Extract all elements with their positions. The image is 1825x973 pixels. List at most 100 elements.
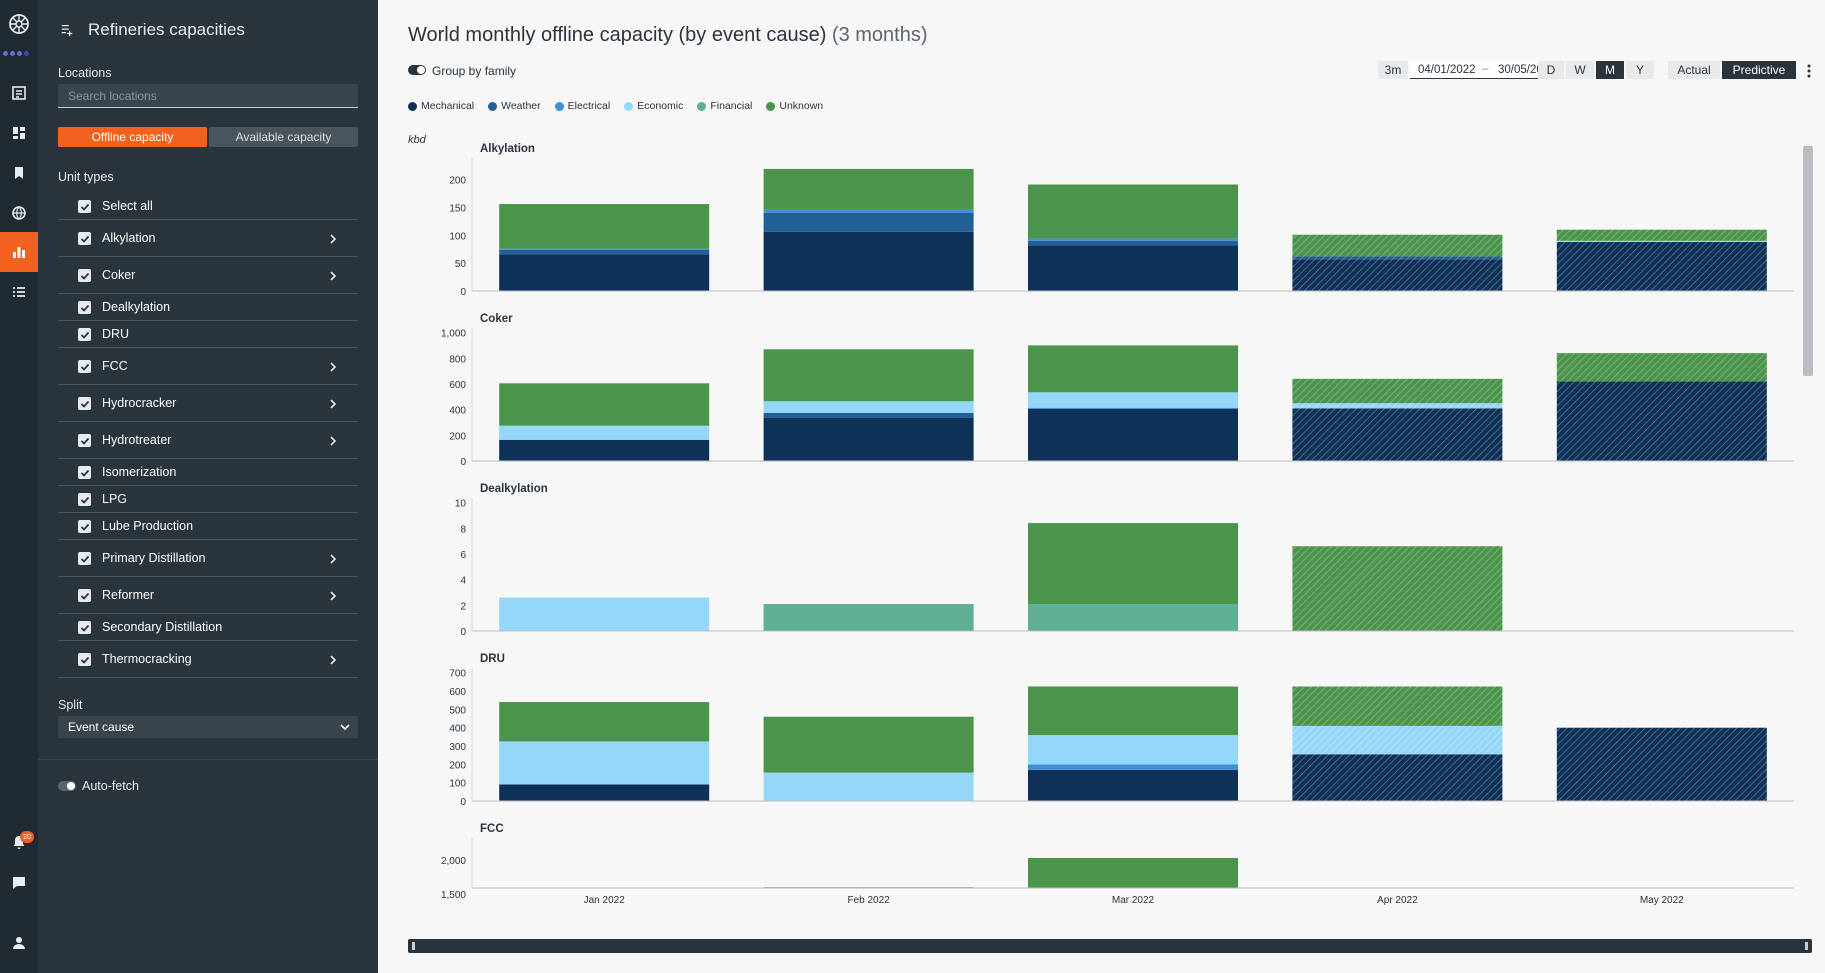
bar-coker-1-weather[interactable] (763, 412, 974, 418)
user-icon[interactable] (0, 923, 38, 963)
bar-alkylation-1-mechanical[interactable] (763, 231, 974, 291)
checkbox[interactable] (78, 621, 91, 634)
bar-fcc-2-unknown[interactable] (1028, 857, 1238, 888)
bar-dru-1-unknown[interactable] (763, 716, 974, 773)
bar-coker-2-mechanical[interactable] (1028, 408, 1238, 461)
bar-coker-0-mechanical[interactable] (499, 439, 710, 461)
chevron-right-icon[interactable] (328, 271, 338, 281)
bar-coker-4-unknown[interactable] (1556, 353, 1767, 382)
bar-dealkylation-0-economic[interactable] (499, 597, 710, 631)
bar-dru-2-economic[interactable] (1028, 735, 1238, 765)
split-select[interactable]: Event cause (58, 716, 358, 738)
bar-chart-icon[interactable] (0, 232, 38, 272)
date-from[interactable]: 04/01/2022 (1418, 64, 1476, 76)
checkbox[interactable] (78, 269, 91, 282)
bar-coker-1-economic[interactable] (763, 401, 974, 413)
bar-alkylation-2-electrical[interactable] (1028, 238, 1238, 241)
checkbox[interactable] (78, 301, 91, 314)
checkbox[interactable] (78, 552, 91, 565)
checkbox[interactable] (78, 466, 91, 479)
checkbox[interactable] (78, 328, 91, 341)
unit-row-lube-production[interactable]: Lube Production (58, 513, 358, 540)
chart-horizontal-scrollbar[interactable] (408, 939, 1812, 953)
unit-row-hydrotreater[interactable]: Hydrotreater (58, 422, 358, 459)
unit-row-hydrocracker[interactable]: Hydrocracker (58, 385, 358, 422)
bar-alkylation-0-weather[interactable] (499, 249, 710, 255)
unit-row-fcc[interactable]: FCC (58, 348, 358, 385)
bar-dru-0-mechanical[interactable] (499, 784, 710, 801)
chevron-right-icon[interactable] (328, 436, 338, 446)
checkbox[interactable] (78, 397, 91, 410)
bar-dru-1-economic[interactable] (763, 772, 974, 801)
unit-row-dealkylation[interactable]: Dealkylation (58, 294, 358, 321)
bar-alkylation-2-unknown[interactable] (1028, 184, 1238, 239)
bar-dealkylation-2-financial[interactable] (1028, 604, 1238, 631)
chevron-right-icon[interactable] (328, 399, 338, 409)
checkbox[interactable] (78, 493, 91, 506)
bar-dru-3-unknown[interactable] (1292, 686, 1503, 726)
bar-dru-3-mechanical[interactable] (1292, 754, 1503, 801)
bar-alkylation-2-weather[interactable] (1028, 240, 1238, 246)
bar-dealkylation-1-financial[interactable] (763, 604, 974, 631)
bar-coker-1-unknown[interactable] (763, 349, 974, 402)
chevron-right-icon[interactable] (328, 655, 338, 665)
offline-capacity-toggle[interactable]: Offline capacity (58, 127, 207, 147)
unit-row-select-all[interactable]: Select all (58, 193, 358, 220)
chevron-right-icon[interactable] (328, 234, 338, 244)
bar-dru-3-economic[interactable] (1292, 725, 1503, 755)
legend-item-unknown[interactable]: Unknown (766, 100, 823, 112)
checkbox[interactable] (78, 360, 91, 373)
bookmark-icon[interactable] (0, 153, 38, 193)
unit-row-lpg[interactable]: LPG (58, 486, 358, 513)
checkbox[interactable] (78, 589, 91, 602)
bar-alkylation-1-electrical[interactable] (763, 209, 974, 213)
bar-coker-0-economic[interactable] (499, 425, 710, 440)
bar-alkylation-3-mechanical[interactable] (1292, 259, 1503, 291)
bar-coker-2-economic[interactable] (1028, 392, 1238, 408)
range-3m-button[interactable]: 3m (1378, 61, 1408, 79)
bar-dru-2-unknown[interactable] (1028, 686, 1238, 736)
legend-item-electrical[interactable]: Electrical (554, 100, 610, 112)
bar-coker-3-mechanical[interactable] (1292, 408, 1503, 461)
list-icon[interactable] (0, 272, 38, 312)
bar-alkylation-4-unknown[interactable] (1556, 229, 1767, 241)
chevron-right-icon[interactable] (328, 591, 338, 601)
period-month-button[interactable]: M (1596, 61, 1624, 79)
bar-coker-3-unknown[interactable] (1292, 378, 1503, 404)
legend-item-economic[interactable]: Economic (624, 100, 683, 112)
period-week-button[interactable]: W (1566, 61, 1594, 79)
app-logo-icon[interactable] (0, 4, 38, 44)
unit-row-reformer[interactable]: Reformer (58, 577, 358, 614)
bar-dealkylation-3-unknown[interactable] (1292, 546, 1503, 631)
legend-item-mechanical[interactable]: Mechanical (408, 100, 474, 112)
bar-dru-4-mechanical[interactable] (1556, 727, 1767, 801)
available-capacity-toggle[interactable]: Available capacity (209, 127, 358, 147)
search-locations-input[interactable] (58, 84, 358, 108)
checkbox[interactable] (78, 520, 91, 533)
unit-row-thermocracking[interactable]: Thermocracking (58, 641, 358, 678)
bar-coker-3-economic[interactable] (1292, 403, 1503, 409)
bar-coker-0-unknown[interactable] (499, 383, 710, 426)
checkbox[interactable] (78, 200, 91, 213)
bar-alkylation-4-economic[interactable] (1556, 240, 1767, 242)
unit-row-alkylation[interactable]: Alkylation (58, 220, 358, 257)
bar-alkylation-1-unknown[interactable] (763, 168, 974, 210)
chat-icon[interactable] (0, 863, 38, 903)
unit-row-dru[interactable]: DRU (58, 321, 358, 348)
bar-coker-4-mechanical[interactable] (1556, 381, 1767, 461)
period-year-button[interactable]: Y (1626, 61, 1654, 79)
bar-alkylation-0-electrical[interactable] (499, 248, 710, 250)
unit-row-coker[interactable]: Coker (58, 257, 358, 294)
unit-row-isomerization[interactable]: Isomerization (58, 459, 358, 486)
dashboard-icon[interactable] (0, 113, 38, 153)
bar-coker-2-unknown[interactable] (1028, 345, 1238, 393)
bar-dru-2-electrical[interactable] (1028, 764, 1238, 770)
auto-fetch-switch[interactable] (58, 781, 76, 791)
unit-row-primary-distillation[interactable]: Primary Distillation (58, 540, 358, 577)
bar-alkylation-0-unknown[interactable] (499, 204, 710, 249)
bell-icon[interactable]: 20 (0, 822, 38, 862)
document-icon[interactable] (0, 73, 38, 113)
bar-alkylation-3-weather[interactable] (1292, 256, 1503, 260)
bar-alkylation-4-mechanical[interactable] (1556, 241, 1767, 291)
period-day-button[interactable]: D (1538, 61, 1564, 79)
